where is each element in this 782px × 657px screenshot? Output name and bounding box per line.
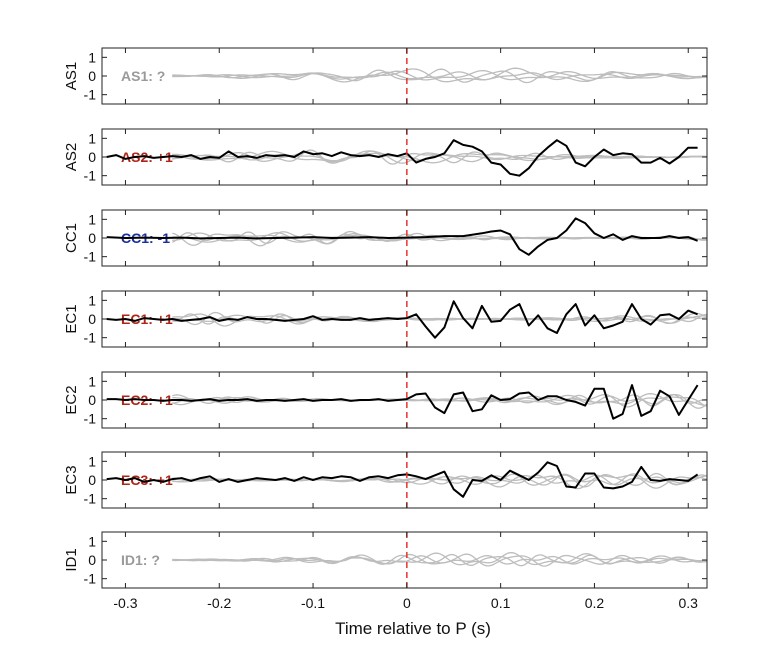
y-tick-label: -1 <box>84 249 97 265</box>
y-axis-title: ID1 <box>63 548 80 571</box>
synthetic-trace <box>172 68 707 84</box>
x-axis-label: Time relative to P (s) <box>335 619 491 638</box>
synthetic-trace <box>172 472 707 488</box>
y-tick-label: 0 <box>88 311 96 327</box>
observed-trace <box>106 217 698 256</box>
y-tick-label: 1 <box>88 292 96 308</box>
x-tick-label: 0.3 <box>679 595 699 611</box>
y-tick-label: 1 <box>88 373 96 389</box>
y-tick-label: 0 <box>88 230 96 246</box>
x-tick-label: -0.1 <box>301 595 325 611</box>
y-tick-label: 0 <box>88 149 96 165</box>
y-tick-label: -1 <box>84 571 97 587</box>
x-tick-label: 0 <box>403 595 411 611</box>
y-tick-label: 1 <box>88 130 96 146</box>
x-tick-label: -0.2 <box>207 595 231 611</box>
y-tick-label: 0 <box>88 472 96 488</box>
x-axis: -0.3 -0.2 -0.1 0 0.1 0.2 0.3 <box>113 595 698 611</box>
observed-trace <box>106 384 699 420</box>
y-tick-label: 1 <box>88 453 96 469</box>
y-axis-title: EC3 <box>63 465 80 494</box>
y-axis-title: CC1 <box>63 223 80 253</box>
y-tick-label: 0 <box>88 392 96 408</box>
station-annotation: EC3: +1 <box>121 472 173 488</box>
observed-trace-group <box>106 384 699 420</box>
synthetic-trace <box>172 553 707 567</box>
observed-trace-group <box>106 461 699 498</box>
x-tick-label: 0.2 <box>585 595 605 611</box>
y-tick-label: 1 <box>88 49 96 65</box>
observed-trace-group <box>106 300 698 339</box>
synthetic-trace <box>172 553 707 567</box>
observed-trace-group <box>106 217 698 256</box>
y-tick-label: 0 <box>88 552 96 568</box>
x-tick-label: 0.1 <box>491 595 511 611</box>
y-tick-label: -1 <box>84 87 97 103</box>
y-tick-label: -1 <box>84 168 97 184</box>
y-axis-title: EC1 <box>63 304 80 333</box>
synthetic-trace <box>172 313 707 325</box>
y-tick-label: -1 <box>84 491 97 507</box>
observed-trace-group <box>106 139 698 177</box>
station-annotation: ID1: ? <box>121 552 160 568</box>
synthetic-trace <box>172 69 707 81</box>
synthetic-traces <box>172 311 707 327</box>
synthetic-traces <box>172 552 707 567</box>
y-tick-label: 1 <box>88 211 96 227</box>
y-axis-title: EC2 <box>63 385 80 414</box>
y-axis-title: AS1 <box>63 62 80 90</box>
synthetic-trace <box>172 71 707 81</box>
synthetic-traces <box>172 472 707 490</box>
y-tick-label: -1 <box>84 330 97 346</box>
y-tick-label: -1 <box>84 411 97 427</box>
observed-trace <box>106 139 698 177</box>
station-annotation: AS1: ? <box>121 68 165 84</box>
y-tick-label: 0 <box>88 68 96 84</box>
observed-trace <box>106 461 699 498</box>
y-tick-label: 1 <box>88 533 96 549</box>
observed-trace <box>106 300 698 339</box>
x-tick-label: -0.3 <box>113 595 137 611</box>
synthetic-traces <box>172 67 707 84</box>
y-axis-title: AS2 <box>63 143 80 171</box>
